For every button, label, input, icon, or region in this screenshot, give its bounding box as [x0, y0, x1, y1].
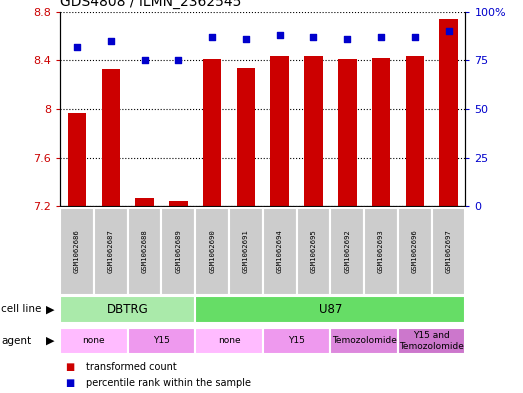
Bar [297, 208, 331, 295]
Text: GSM1062695: GSM1062695 [311, 230, 316, 274]
Bar [229, 208, 263, 295]
Text: ▶: ▶ [47, 336, 55, 346]
Text: Y15 and
Temozolomide: Y15 and Temozolomide [399, 331, 464, 351]
Text: GSM1062697: GSM1062697 [446, 230, 451, 274]
Bar [169, 202, 188, 206]
Point [107, 38, 115, 44]
Bar [431, 208, 465, 295]
Point [309, 34, 317, 40]
Bar [94, 208, 128, 295]
Text: GSM1062690: GSM1062690 [209, 230, 215, 274]
Text: transformed count: transformed count [86, 362, 177, 372]
Bar [203, 59, 221, 206]
Point [140, 57, 149, 64]
Bar [68, 113, 86, 206]
Text: cell line: cell line [1, 305, 41, 314]
Text: GSM1062687: GSM1062687 [108, 230, 114, 274]
Text: Temozolomide: Temozolomide [332, 336, 396, 345]
Bar [162, 208, 195, 295]
Bar [195, 328, 263, 354]
Point [343, 36, 351, 42]
Bar [128, 328, 195, 354]
Bar [60, 296, 195, 323]
Text: Y15: Y15 [288, 336, 305, 345]
Text: GSM1062689: GSM1062689 [175, 230, 181, 274]
Text: Y15: Y15 [153, 336, 170, 345]
Text: ▶: ▶ [47, 305, 55, 314]
Bar [439, 19, 458, 206]
Bar [101, 69, 120, 206]
Text: GSM1062688: GSM1062688 [142, 230, 147, 274]
Text: U87: U87 [319, 303, 342, 316]
Point [174, 57, 183, 64]
Bar [195, 296, 465, 323]
Point [411, 34, 419, 40]
Text: ■: ■ [65, 378, 75, 388]
Bar [398, 328, 465, 354]
Bar [135, 198, 154, 206]
Text: DBTRG: DBTRG [107, 303, 149, 316]
Point [377, 34, 385, 40]
Bar [405, 55, 424, 206]
Bar [364, 208, 398, 295]
Point [445, 28, 453, 35]
Bar [338, 59, 357, 206]
Bar [128, 208, 162, 295]
Text: none: none [83, 336, 105, 345]
Bar [236, 68, 255, 206]
Bar [331, 208, 364, 295]
Text: GSM1062694: GSM1062694 [277, 230, 283, 274]
Text: none: none [218, 336, 241, 345]
Bar [331, 328, 398, 354]
Text: GDS4808 / ILMN_2362545: GDS4808 / ILMN_2362545 [60, 0, 242, 9]
Bar [263, 328, 331, 354]
Bar [398, 208, 431, 295]
Point [276, 32, 284, 38]
Text: ■: ■ [65, 362, 75, 372]
Text: agent: agent [1, 336, 31, 346]
Text: GSM1062692: GSM1062692 [344, 230, 350, 274]
Point [242, 36, 250, 42]
Text: percentile rank within the sample: percentile rank within the sample [86, 378, 251, 388]
Bar [304, 55, 323, 206]
Text: GSM1062691: GSM1062691 [243, 230, 249, 274]
Bar [60, 208, 94, 295]
Bar [195, 208, 229, 295]
Text: GSM1062696: GSM1062696 [412, 230, 418, 274]
Bar [270, 55, 289, 206]
Text: GSM1062693: GSM1062693 [378, 230, 384, 274]
Bar [372, 58, 390, 206]
Point [208, 34, 217, 40]
Bar [60, 328, 128, 354]
Bar [263, 208, 297, 295]
Text: GSM1062686: GSM1062686 [74, 230, 80, 274]
Point [73, 44, 81, 50]
